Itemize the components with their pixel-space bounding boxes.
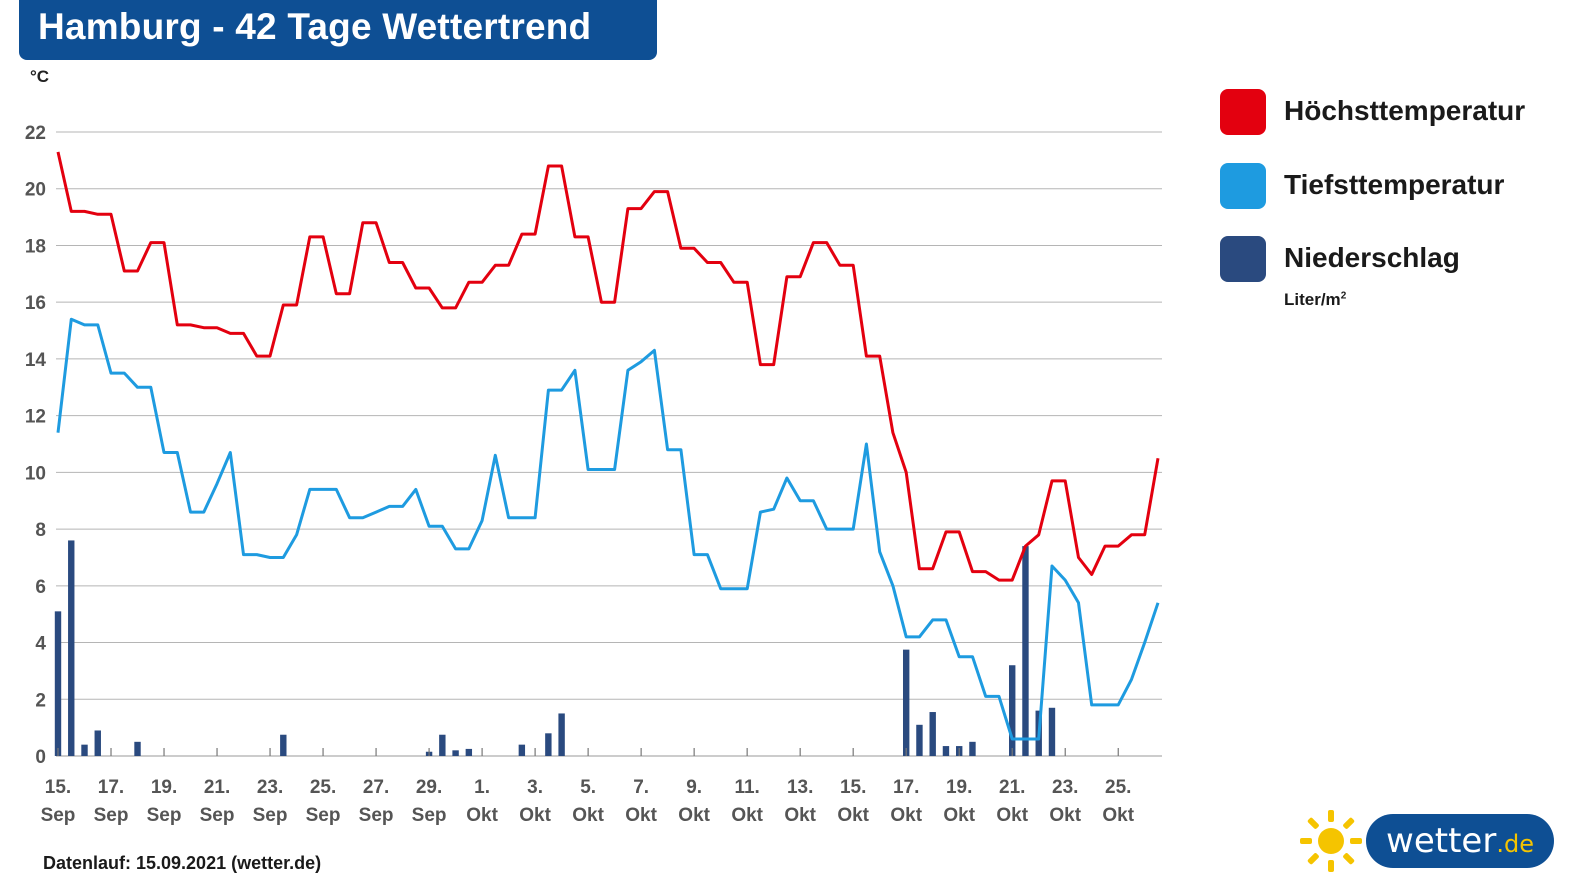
x-tick-day: 23.: [257, 777, 283, 798]
x-tick-month: Okt: [678, 805, 710, 826]
x-tick-day: 15.: [45, 777, 71, 798]
precipitation-bar: [280, 734, 287, 756]
grid-lines: [56, 131, 1162, 757]
x-tick-day: 23.: [1052, 777, 1078, 798]
x-tick-month: Sep: [94, 805, 129, 826]
precipitation-bar: [1009, 665, 1016, 756]
legend-label-max: Höchsttemperatur: [1284, 95, 1526, 126]
x-tick-day: 1.: [474, 777, 490, 798]
x-tick-day: 21.: [999, 777, 1025, 798]
legend-swatch-min: [1220, 163, 1266, 209]
temperature-lines: [56, 151, 1160, 741]
y-tick-label: 14: [25, 350, 47, 371]
sun-icon: [1300, 810, 1362, 872]
data-run-footer: Datenlauf: 15.09.2021 (wetter.de): [43, 853, 322, 873]
legend-label-min: Tiefsttemperatur: [1284, 169, 1505, 200]
y-tick-label: 8: [35, 520, 46, 541]
max-temperature-line: [56, 151, 1160, 582]
precipitation-bar: [1022, 546, 1029, 756]
x-tick-day: 19.: [946, 777, 972, 798]
precipitation-bar: [942, 746, 950, 756]
x-tick-day: 5.: [580, 777, 596, 798]
x-tick-month: Okt: [890, 805, 922, 826]
legend-swatch-precip: [1220, 236, 1266, 282]
y-tick-label: 0: [35, 747, 46, 768]
x-tick-month: Okt: [837, 805, 869, 826]
legend-swatch-max: [1220, 89, 1266, 135]
precipitation-bar: [916, 724, 923, 756]
logo-text: wetter.de: [1386, 821, 1534, 861]
x-tick-day: 27.: [363, 777, 389, 798]
x-tick-month: Sep: [41, 805, 76, 826]
precipitation-bar: [558, 713, 565, 756]
title-banner: [19, 0, 657, 60]
x-tick-day: 19.: [151, 777, 177, 798]
precipitation-bar: [518, 744, 526, 756]
x-tick-month: Okt: [625, 805, 657, 826]
x-tick-day: 13.: [787, 777, 813, 798]
y-tick-label: 2: [35, 690, 46, 711]
x-tick-day: 25.: [1105, 777, 1131, 798]
y-axis-unit: °C: [30, 67, 49, 86]
precipitation-bar: [81, 744, 88, 756]
precipitation-bar: [452, 750, 459, 756]
chart-title: Hamburg - 42 Tage Wettertrend: [38, 6, 592, 47]
x-tick-day: 29.: [416, 777, 442, 798]
y-tick-label: 12: [25, 407, 46, 428]
y-tick-label: 20: [25, 180, 46, 201]
y-tick-label: 16: [25, 293, 46, 314]
precipitation-bar: [134, 741, 141, 756]
precipitation-bar: [1048, 707, 1056, 756]
precip-unit-text: Liter/m: [1284, 290, 1341, 309]
x-tick-day: 15.: [840, 777, 866, 798]
y-axis-labels: 0 2 4 6 8 10 12 14 16 18 20 22: [25, 123, 47, 768]
x-tick-month: Sep: [253, 805, 288, 826]
precipitation-bars: [54, 540, 1056, 756]
x-tick-month: Okt: [466, 805, 498, 826]
y-tick-label: 18: [25, 236, 46, 257]
legend-label-precip: Niederschlag: [1284, 242, 1460, 273]
x-tick-month: Okt: [943, 805, 975, 826]
x-tick-day: 25.: [310, 777, 336, 798]
weather-chart: °C 0 2 4 6 8 10 12 14 16 18 20 22 15. Sep 17. Sep 19. Se…: [25, 67, 1162, 826]
precipitation-bar: [929, 712, 936, 756]
precipitation-bar: [902, 649, 910, 756]
x-tick-month: Sep: [359, 805, 394, 826]
precip-unit: Liter/m2: [1284, 290, 1346, 310]
y-tick-label: 10: [25, 463, 46, 484]
precipitation-bar: [545, 733, 552, 756]
x-tick-day: 21.: [204, 777, 230, 798]
x-tick-month: Okt: [784, 805, 816, 826]
min-temperature-line: [56, 317, 1160, 741]
x-tick-day: 17.: [98, 777, 124, 798]
precip-unit-sup: 2: [1340, 290, 1347, 302]
x-tick-day: 9.: [686, 777, 702, 798]
precipitation-bar: [439, 734, 446, 756]
x-tick-month: Sep: [200, 805, 235, 826]
x-tick-day: 17.: [893, 777, 919, 798]
y-tick-label: 22: [25, 123, 46, 144]
precipitation-bar: [969, 741, 976, 756]
x-tick-month: Okt: [1049, 805, 1081, 826]
x-tick-month: Okt: [731, 805, 763, 826]
x-axis: 15. Sep 17. Sep 19. Sep 21. Sep 23. Sep 25. Sep 27. S…: [41, 748, 1135, 826]
x-tick-day: 3.: [527, 777, 543, 798]
x-tick-month: Okt: [996, 805, 1028, 826]
logo-badge: wetter.de: [1366, 814, 1554, 868]
y-tick-label: 4: [35, 634, 46, 655]
x-tick-month: Okt: [519, 805, 551, 826]
wetter-logo[interactable]: wetter.de: [1298, 808, 1558, 874]
x-tick-day: 11.: [734, 777, 759, 798]
x-tick-month: Sep: [412, 805, 447, 826]
precipitation-bar: [465, 748, 473, 756]
x-tick-month: Okt: [572, 805, 604, 826]
precipitation-bar: [54, 611, 62, 756]
precipitation-bar: [68, 540, 75, 756]
x-tick-day: 7.: [633, 777, 649, 798]
y-tick-label: 6: [35, 577, 46, 598]
x-tick-month: Okt: [1102, 805, 1134, 826]
precipitation-bar: [94, 730, 101, 756]
x-tick-month: Sep: [147, 805, 182, 826]
x-tick-month: Sep: [306, 805, 341, 826]
